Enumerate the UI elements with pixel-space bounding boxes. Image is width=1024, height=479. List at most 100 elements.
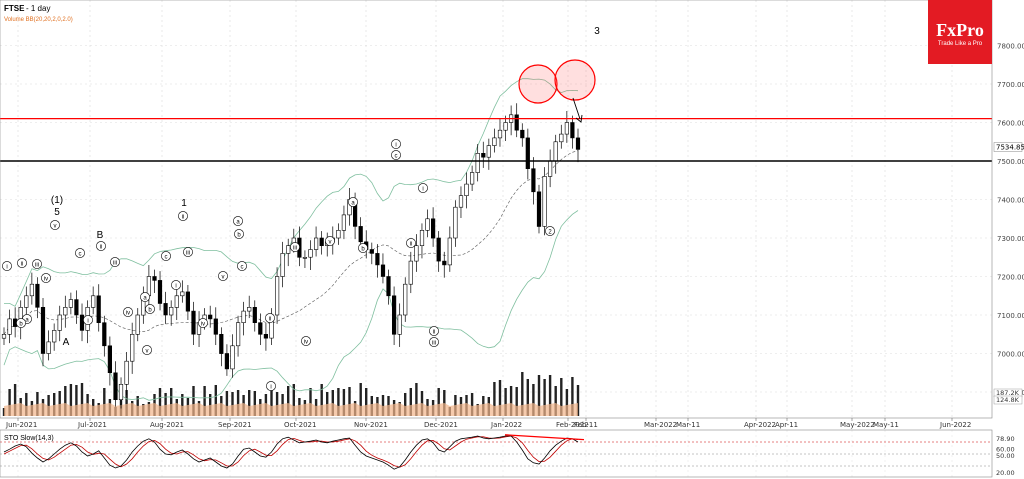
candle-body xyxy=(29,283,35,297)
candle-body xyxy=(1,333,7,339)
wave-circle xyxy=(110,257,120,267)
candle-body xyxy=(102,322,107,347)
volume-bar xyxy=(521,372,524,416)
sto-tick-label: 78.90 xyxy=(996,435,1015,443)
volume-bar xyxy=(170,388,173,416)
volume-bar xyxy=(537,375,541,416)
x-tick-label: Mar-2022 xyxy=(644,421,677,429)
candle-body xyxy=(63,306,68,316)
candle-body xyxy=(486,145,491,158)
wave-circle-label: i xyxy=(175,283,176,289)
candle-body xyxy=(68,299,73,308)
wave-circle-label: a xyxy=(351,200,355,206)
wave-circle-label: c xyxy=(241,264,244,270)
current-price-label: 7534.85 xyxy=(996,144,1024,152)
wave-circle-label: ii xyxy=(21,261,24,267)
volume-bar xyxy=(64,386,67,416)
wave-circle xyxy=(233,216,243,226)
candle-body xyxy=(107,345,112,373)
candle-body xyxy=(369,249,374,254)
volume-bar xyxy=(309,388,312,416)
wave-circle-label: ii xyxy=(182,214,185,220)
band-layer xyxy=(3,78,579,401)
wave-circle xyxy=(50,220,60,230)
volume-bar xyxy=(526,379,529,416)
volume-layer xyxy=(2,372,580,416)
wave-circle-label: b xyxy=(361,246,365,252)
x-tick-label: Jan-2022 xyxy=(490,421,522,429)
candle-body xyxy=(408,260,413,285)
double-top-circle xyxy=(518,64,558,104)
candle-body xyxy=(536,191,542,227)
wave-circle-label: v xyxy=(146,348,149,354)
candle-body xyxy=(358,226,363,243)
volume-bar xyxy=(560,378,563,416)
wave-circle-label: iii xyxy=(35,262,39,268)
candle-body xyxy=(230,345,235,370)
candle-body xyxy=(559,133,564,143)
candle-body xyxy=(35,283,40,308)
candle-body xyxy=(442,260,447,266)
wave-circle xyxy=(265,313,275,323)
candle-body xyxy=(475,153,480,173)
y-tick-label: 7200.00 xyxy=(997,274,1024,282)
volume-bar xyxy=(25,393,28,416)
wave-circle-label: iii xyxy=(186,250,190,256)
divergence-line xyxy=(504,434,585,441)
candle-body xyxy=(79,314,85,331)
wave-circle-label: ii xyxy=(410,241,413,247)
volume-bar xyxy=(158,388,162,416)
candle-body xyxy=(185,291,191,312)
volume-bar xyxy=(470,393,474,416)
volume-bar xyxy=(576,385,580,416)
volume-bar xyxy=(231,392,234,416)
candle-body xyxy=(91,295,96,308)
volume-bar xyxy=(214,385,217,416)
bollinger-middle xyxy=(3,150,579,335)
candle-body xyxy=(152,276,157,281)
candle-body xyxy=(336,230,341,239)
candle-body xyxy=(520,129,525,139)
wave-circle-label: v xyxy=(222,274,225,280)
wave-circle xyxy=(171,280,181,290)
volume-bar xyxy=(236,390,240,416)
wave-circle-label: ii xyxy=(433,329,436,335)
wave-circle xyxy=(41,273,51,283)
candle-body xyxy=(96,295,101,323)
wave-circle-label: 2 xyxy=(548,229,552,235)
candle-body xyxy=(7,318,12,335)
wave-circle-label: iii xyxy=(293,245,297,251)
candle-body xyxy=(208,314,213,320)
bollinger-lower xyxy=(3,210,579,401)
wave-circle xyxy=(16,318,26,328)
candle-body xyxy=(341,214,347,231)
volume-bar xyxy=(292,384,295,416)
candle-body xyxy=(375,253,380,266)
wave-circle xyxy=(391,150,401,160)
candle-body xyxy=(481,153,486,158)
volume-bar xyxy=(515,387,518,416)
wave-circle-label: i xyxy=(422,186,423,192)
volume-bar xyxy=(225,391,229,416)
wave-circle xyxy=(32,259,42,269)
x-tick-label: Jul-2021 xyxy=(77,421,107,429)
candle-body xyxy=(263,333,269,339)
wave-label: A xyxy=(63,337,70,348)
wave-circle xyxy=(348,197,358,207)
volume-bar xyxy=(69,384,73,416)
wave-circle xyxy=(17,258,27,268)
volume-bar xyxy=(47,395,50,416)
candle-body xyxy=(118,383,124,400)
candle-body xyxy=(40,306,46,354)
candle-body xyxy=(430,218,436,239)
volume-bar xyxy=(181,394,184,416)
wave-circle-label: i xyxy=(270,384,271,390)
wave-circle-label: iv xyxy=(126,310,130,316)
wave-circle-label: b xyxy=(148,307,152,313)
candle-body xyxy=(531,168,536,193)
candle-body xyxy=(191,310,196,335)
wave-label: 5 xyxy=(54,207,60,218)
candle-body xyxy=(308,249,313,258)
